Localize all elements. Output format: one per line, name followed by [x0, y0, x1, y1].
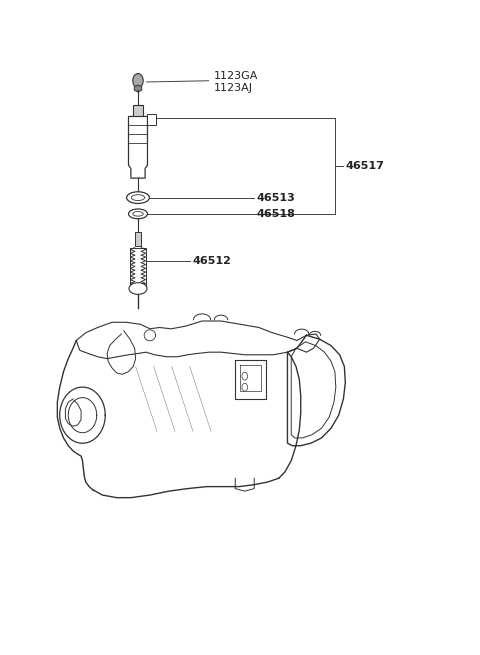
Ellipse shape	[132, 195, 144, 200]
Bar	[135, 232, 141, 246]
Circle shape	[242, 372, 248, 380]
Bar	[133, 105, 143, 117]
Bar	[131, 248, 145, 289]
Ellipse shape	[127, 192, 149, 204]
Text: 46512: 46512	[192, 256, 231, 266]
FancyBboxPatch shape	[147, 115, 156, 125]
Text: 46517: 46517	[345, 161, 384, 171]
Circle shape	[242, 383, 248, 391]
Text: 46518: 46518	[257, 209, 296, 219]
Ellipse shape	[133, 212, 143, 216]
Circle shape	[133, 73, 143, 88]
Text: 1123GA
1123AJ: 1123GA 1123AJ	[214, 71, 258, 93]
Polygon shape	[134, 85, 142, 92]
Polygon shape	[129, 117, 147, 178]
Text: 46513: 46513	[257, 193, 295, 202]
Ellipse shape	[129, 283, 147, 294]
Ellipse shape	[129, 209, 147, 219]
